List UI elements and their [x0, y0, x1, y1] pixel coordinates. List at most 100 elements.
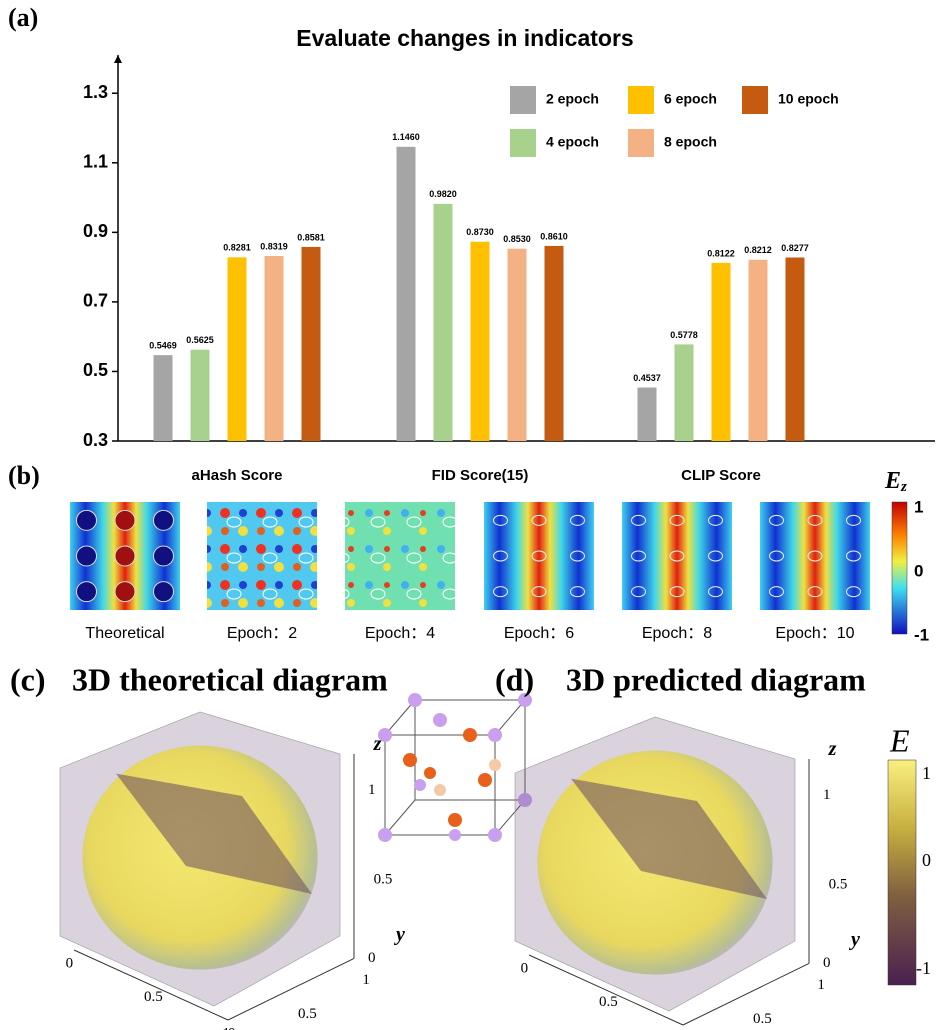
value-label: 0.5469: [149, 341, 177, 351]
map-caption: Epoch：6: [504, 625, 574, 642]
value-label: 0.5625: [186, 335, 214, 345]
legend-label: 10 epoch: [778, 91, 839, 107]
value-label: 0.5778: [670, 330, 698, 340]
legend-swatch: [628, 86, 654, 114]
value-label: 0.4537: [633, 373, 661, 383]
map-node: [76, 545, 97, 567]
y-tick-label: 1: [817, 977, 825, 993]
colorbar-title: E: [889, 722, 910, 758]
z-tick-label: 0.5: [374, 871, 393, 887]
bar: [748, 259, 768, 441]
bar: [264, 256, 284, 441]
map-node: [669, 514, 685, 526]
legend-label: 8 epoch: [664, 134, 717, 150]
panel-title: 3D theoretical diagram: [72, 661, 388, 697]
colorbar-tick-label: -1: [914, 625, 929, 644]
map-node: [769, 586, 784, 598]
value-label: 1.1460: [392, 132, 420, 142]
map-caption: Epoch：10: [775, 625, 854, 642]
bar: [674, 344, 694, 441]
map-node: [76, 509, 97, 531]
map-node: [531, 550, 547, 562]
z-tick-label: 1: [823, 787, 831, 803]
bar: [544, 245, 564, 441]
legend-label: 4 epoch: [546, 134, 599, 150]
colorbar-title-main: E: [884, 468, 901, 494]
map-node: [669, 550, 685, 562]
map-node: [531, 514, 547, 526]
legend-label: 6 epoch: [664, 91, 717, 107]
map-caption: Epoch：2: [227, 625, 297, 642]
bar: [711, 262, 731, 441]
bar: [301, 246, 321, 441]
colorbar-tick-label: 1: [914, 497, 923, 516]
panel-label: (c): [10, 661, 46, 697]
map-node: [153, 545, 174, 567]
map-node: [114, 581, 136, 603]
bar: [190, 349, 210, 441]
value-label: 0.8581: [297, 232, 325, 242]
chart-title: Evaluate changes in indicators: [296, 25, 633, 51]
crystal-sketch: [378, 693, 532, 842]
panel-label: (b): [8, 461, 40, 490]
colorbar-title-sub: z: [900, 479, 907, 495]
map-caption: Theoretical: [85, 625, 164, 642]
value-label: 0.8610: [540, 231, 568, 241]
colorbar-tick-label: 0: [914, 561, 923, 580]
map-node: [570, 586, 585, 598]
y-tick-label: 1.1: [83, 152, 108, 172]
map-node: [846, 586, 861, 598]
map-node: [708, 514, 723, 526]
map-node: [708, 550, 723, 562]
map-node: [114, 545, 136, 567]
map-node: [708, 586, 723, 598]
value-label: 0.8730: [466, 227, 494, 237]
map-node: [631, 514, 646, 526]
map-node: [769, 514, 784, 526]
legend-swatch: [510, 86, 536, 114]
map-node: [76, 581, 97, 603]
x-tick-label: CLIP Score: [681, 467, 761, 484]
axis: [528, 954, 684, 1026]
map-node: [807, 514, 823, 526]
axis: [682, 962, 810, 1026]
legend-swatch: [628, 129, 654, 157]
y-tick-label: 0.5: [298, 1006, 317, 1022]
colorbar-tick-label: 0: [922, 850, 931, 870]
bar: [396, 146, 416, 441]
y-tick-label: 0.9: [83, 221, 108, 241]
panel-label: (d): [495, 661, 534, 697]
map-node: [493, 514, 508, 526]
value-label: 0.8281: [223, 243, 251, 253]
panel-label: (a): [8, 3, 38, 32]
z-tick-label: 0: [368, 950, 376, 966]
map-node: [669, 586, 685, 598]
value-label: 0.8212: [744, 245, 772, 255]
panel-title: 3D predicted diagram: [566, 661, 866, 697]
x-tick-label: aHash Score: [192, 467, 283, 484]
y-tick-label: 0.3: [83, 430, 108, 450]
map-caption: Epoch：8: [642, 625, 712, 642]
map-node: [153, 509, 174, 531]
colorbar-title: Ez: [884, 468, 907, 496]
y-axis-label: y: [849, 929, 860, 951]
colorbar-tick-label: 1: [922, 763, 931, 783]
legend-swatch: [510, 129, 536, 157]
x-tick-label: 0: [521, 960, 529, 976]
map-node: [807, 550, 823, 562]
map-node: [807, 586, 823, 598]
map-node: [846, 514, 861, 526]
map-node: [153, 581, 174, 603]
bar: [507, 248, 527, 441]
y-tick-label: 0: [228, 1025, 236, 1030]
field-band: [116, 773, 312, 894]
bar: [637, 387, 657, 441]
bar: [785, 257, 805, 441]
bar: [433, 203, 453, 441]
map-node: [493, 550, 508, 562]
map-node: [493, 586, 508, 598]
y-tick-label: 1.3: [83, 82, 108, 102]
field-map: [345, 502, 455, 610]
bar: [470, 241, 490, 441]
